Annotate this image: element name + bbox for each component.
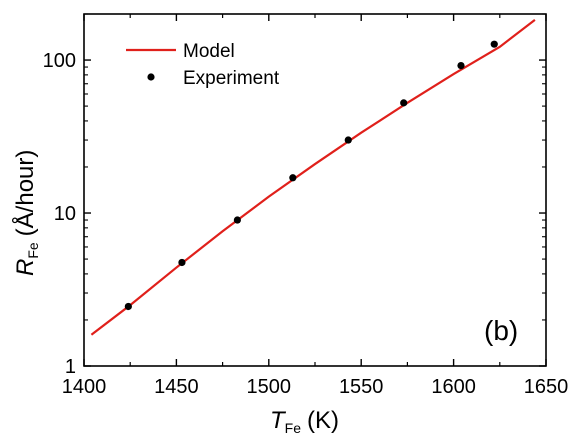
y-tick-label: 100 [43, 50, 76, 72]
series-layer [90, 19, 536, 336]
y-tick-label: 10 [54, 203, 76, 225]
model-line [90, 19, 536, 336]
legend-experiment-swatch [147, 73, 155, 81]
experiment-point [400, 99, 408, 107]
x-tick-label: 1500 [247, 376, 292, 398]
x-tick-label: 1550 [339, 376, 384, 398]
plot-border [83, 13, 547, 367]
experiment-point [490, 40, 498, 48]
x-tick-label: 1650 [524, 376, 569, 398]
experiment-point [344, 136, 352, 144]
y-axis-title: RFe (Å/hour) [11, 150, 41, 276]
y-axis-title-text: RFe (Å/hour) [11, 150, 41, 276]
x-axis-symbol: T [270, 407, 287, 434]
experiment-point [124, 302, 132, 311]
panel-label: (b) [484, 315, 518, 346]
x-tick-label: 1600 [431, 376, 476, 398]
experiment-point [233, 216, 241, 224]
legend-experiment-label: Experiment [183, 68, 280, 89]
x-tick-label: 1400 [62, 376, 107, 398]
x-axis-unit: (K) [307, 407, 339, 434]
y-tick-label: 1 [65, 356, 76, 378]
plot-frame [83, 13, 547, 367]
experiment-point [289, 174, 297, 182]
y-axis-symbol: R [12, 259, 39, 276]
legend-model-label: Model [183, 41, 235, 62]
x-axis-subscript: Fe [285, 420, 302, 436]
x-axis-title: TFe (K) [270, 407, 339, 436]
x-tick-label: 1450 [154, 376, 199, 398]
legend: Model Experiment [126, 41, 280, 89]
x-axis-ticks: 1400 1450 1500 1550 1600 1650 [62, 14, 569, 398]
y-axis-unit: (Å/hour) [11, 150, 39, 237]
experiment-point [457, 61, 465, 70]
y-axis-ticks: 1 10 100 [43, 13, 546, 378]
x-axis-title-text: TFe (K) [270, 407, 339, 436]
experiment-point [178, 258, 186, 267]
y-axis-subscript: Fe [25, 242, 41, 259]
